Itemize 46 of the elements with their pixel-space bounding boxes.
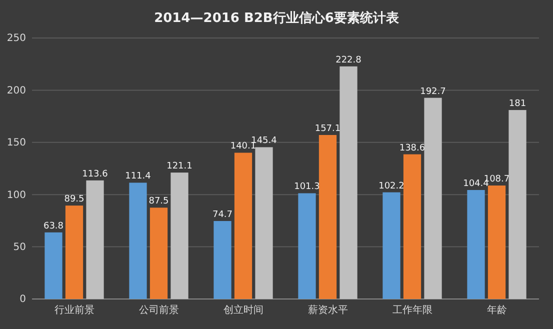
bar [65,206,84,299]
data-label: 192.7 [420,86,446,97]
bar [170,172,188,299]
data-label: 101.3 [294,182,320,192]
bar [318,134,337,299]
data-label: 138.6 [399,143,426,154]
bar [214,221,232,299]
y-tick-label: 250 [6,33,26,44]
bar [488,186,506,299]
data-label: 113.6 [82,169,108,180]
bar [298,193,316,299]
data-label: 87.5 [148,196,169,207]
y-tick-label: 100 [6,190,26,201]
bar [255,147,273,299]
data-label: 63.8 [43,221,64,232]
y-tick-label: 150 [6,138,26,149]
data-label: 157.1 [314,124,341,134]
x-tick-label: 年龄 [486,304,507,316]
data-label: 102.2 [378,181,404,192]
data-label: 89.5 [64,194,84,205]
data-label: 74.7 [212,210,233,220]
bar [86,180,104,299]
x-tick-label: 创立时间 [223,304,264,316]
chart-title: 2014—2016 B2B行业信心6要素统计表 [154,10,400,26]
data-label: 181 [508,99,526,110]
data-label: 222.8 [336,55,362,66]
data-label: 140.1 [230,142,256,152]
bar [129,182,147,299]
bar [382,192,400,299]
bar [424,98,442,299]
y-tick-label: 200 [6,85,26,96]
bar [340,66,358,299]
bar [508,110,526,299]
x-tick-label: 工作年限 [392,304,432,316]
y-tick-label: 50 [13,242,26,253]
bar [234,152,252,299]
data-label: 111.4 [125,172,152,182]
bar [467,190,485,299]
bar [403,154,422,299]
y-tick-label: 0 [20,294,26,306]
x-tick-label: 公司前景 [138,304,179,316]
bar [44,232,62,299]
x-tick-label: 薪资水平 [308,304,348,316]
x-tick-label: 行业前景 [54,304,94,316]
bar [150,208,168,299]
data-label: 121.1 [166,162,192,172]
